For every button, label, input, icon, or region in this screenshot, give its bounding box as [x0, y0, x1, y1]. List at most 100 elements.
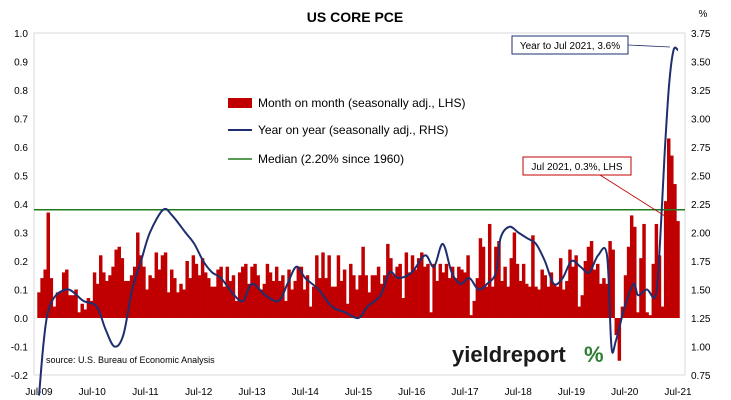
- mom-bar: [225, 266, 230, 318]
- mom-bar: [216, 269, 220, 318]
- mom-bar: [299, 266, 304, 318]
- mom-bar: [148, 275, 152, 318]
- mom-bar: [657, 255, 662, 318]
- mom-bar: [491, 286, 495, 318]
- mom-callout-pointer: [599, 174, 669, 219]
- mom-bar: [262, 283, 267, 318]
- right-tick-label: 1.00: [691, 343, 711, 354]
- mom-bar: [99, 255, 103, 318]
- mom-bar: [667, 138, 671, 318]
- mom-bar: [518, 280, 523, 318]
- mom-bar: [46, 212, 50, 318]
- mom-bar: [92, 272, 97, 318]
- mom-bar: [596, 263, 600, 318]
- x-tick-label: Jul-12: [185, 387, 213, 398]
- mom-bar: [558, 258, 563, 318]
- mom-bar: [663, 201, 668, 318]
- mom-bar: [506, 286, 510, 318]
- mom-bar: [191, 255, 196, 318]
- x-tick-label: Jul-21: [664, 387, 692, 398]
- mom-bar: [466, 255, 470, 318]
- right-tick-label: 1.25: [691, 314, 711, 325]
- right-tick-label: 2.50: [691, 172, 711, 183]
- right-tick-label: 3.50: [691, 58, 711, 69]
- x-tick-label: Jul-19: [558, 387, 586, 398]
- mom-bar: [416, 258, 421, 318]
- mom-bar: [642, 223, 646, 318]
- mom-bar: [80, 303, 84, 318]
- mom-bar: [552, 283, 557, 318]
- left-tick-label: 0.6: [14, 143, 28, 154]
- mom-bar: [435, 280, 439, 318]
- left-tick-label: 0.5: [14, 172, 28, 183]
- mom-bar: [117, 246, 121, 318]
- mom-bar: [65, 269, 69, 318]
- mom-bar: [333, 286, 338, 318]
- mom-bar: [589, 241, 594, 318]
- mom-bar: [234, 300, 239, 318]
- mom-bar: [197, 275, 202, 318]
- mom-bar: [592, 269, 597, 318]
- left-tick-label: 0.3: [14, 229, 28, 240]
- mom-bar: [648, 315, 652, 318]
- mom-bar: [379, 283, 384, 318]
- mom-bar: [386, 243, 390, 318]
- left-tick-label: 0.0: [14, 314, 28, 325]
- mom-bar: [259, 289, 263, 318]
- right-tick-label: 2.75: [691, 143, 711, 154]
- mom-bar: [250, 266, 254, 318]
- left-tick-label: 0.8: [14, 86, 28, 97]
- mom-bar: [318, 278, 322, 318]
- mom-bar: [163, 252, 168, 318]
- mom-bar: [608, 241, 612, 318]
- mom-bar: [574, 255, 578, 318]
- mom-bar: [410, 255, 415, 318]
- mom-bar: [639, 258, 643, 318]
- mom-bar: [614, 318, 618, 336]
- right-tick-label: 3.75: [691, 29, 711, 40]
- mom-bar: [376, 266, 381, 318]
- mom-bar: [432, 263, 436, 318]
- mom-bar: [342, 269, 347, 318]
- mom-bar: [521, 263, 526, 318]
- mom-bar: [481, 246, 486, 318]
- mom-bar: [188, 278, 192, 318]
- mom-bar: [543, 275, 547, 318]
- mom-bar: [447, 278, 452, 318]
- mom-bar: [58, 292, 63, 318]
- mom-bar: [454, 278, 458, 318]
- x-tick-label: Jul-14: [292, 387, 320, 398]
- mom-bar: [472, 300, 476, 318]
- yoy-line: [38, 46, 679, 396]
- x-axis: Jul-09 Jul-10 Jul-11 Jul-12 Jul-13 Jul-14 Jul-…: [25, 387, 692, 398]
- mom-bar: [583, 261, 588, 318]
- legend-label-median: Median (2.20% since 1960): [258, 152, 404, 166]
- mom-bar: [170, 269, 174, 318]
- mom-bar: [571, 266, 575, 318]
- mom-bar: [274, 266, 279, 318]
- mom-bar: [49, 278, 54, 318]
- yoy-callout-pointer: [627, 44, 671, 48]
- mom-bar: [308, 306, 313, 318]
- mom-bar: [68, 295, 72, 318]
- x-tick-label: Jul-10: [79, 387, 107, 398]
- mom-bar: [185, 261, 189, 318]
- mom-bar: [426, 263, 430, 318]
- mom-bar: [509, 258, 514, 318]
- mom-bar: [651, 263, 656, 318]
- left-tick-label: 0.7: [14, 115, 28, 126]
- mom-callout: Jul 2021, 0.3%, LHS: [522, 156, 669, 219]
- mom-bar: [349, 263, 353, 318]
- mom-bar: [231, 275, 236, 318]
- mom-bar: [327, 255, 331, 318]
- mom-bar: [105, 280, 109, 318]
- mom-bar: [210, 286, 214, 318]
- mom-bar: [500, 280, 504, 318]
- left-tick-label: -0.2: [11, 371, 29, 382]
- yoy-callout: Year to Jul 2021, 3.6%: [511, 35, 671, 55]
- mom-bars: [37, 138, 680, 361]
- mom-bar: [528, 286, 532, 318]
- percent-logo-icon: %: [584, 342, 604, 367]
- mom-bar: [623, 275, 628, 318]
